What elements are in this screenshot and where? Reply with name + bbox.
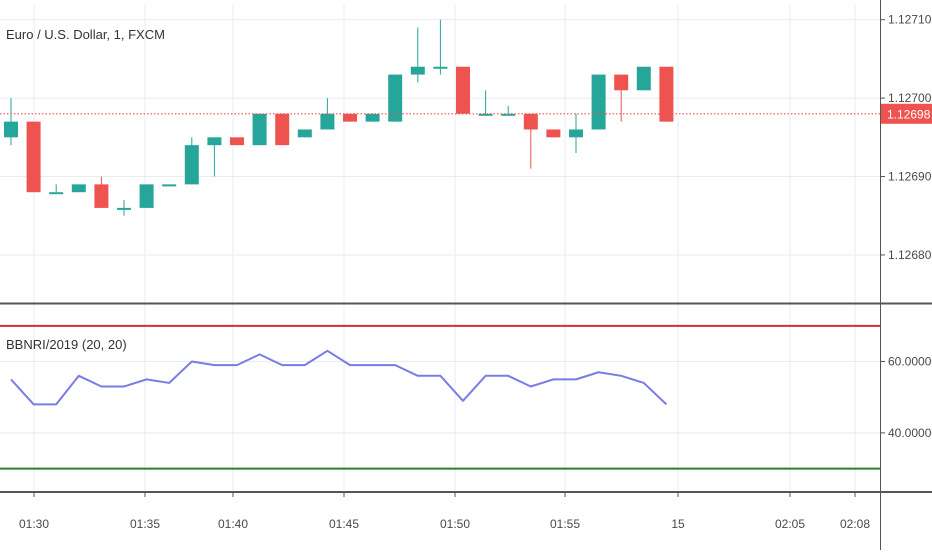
candle-body <box>659 66 674 122</box>
candle-body <box>26 121 41 193</box>
time-tick-label: 15 <box>671 517 685 531</box>
candle-body <box>139 184 154 208</box>
candle-body <box>433 66 448 69</box>
candle-body <box>230 137 244 146</box>
candle-body <box>388 74 403 122</box>
candle-body <box>591 74 606 130</box>
candle-body <box>410 66 425 75</box>
time-tick-label: 01:55 <box>550 517 580 531</box>
candle-body <box>320 113 335 130</box>
candles <box>4 19 674 216</box>
candle-body <box>297 129 312 138</box>
candle-body <box>523 113 538 130</box>
candle-body <box>94 184 109 208</box>
indicator-tick-label: 40.00000 <box>888 426 932 440</box>
candle-body <box>546 129 561 138</box>
candle-body <box>71 184 86 193</box>
time-tick-label: 01:50 <box>440 517 470 531</box>
grid-lines <box>0 4 880 490</box>
price-tick-label: 1.12710 <box>888 13 932 27</box>
time-tick-label: 01:30 <box>19 517 49 531</box>
candle-body <box>49 192 64 195</box>
candle-body <box>501 113 516 116</box>
candle-body <box>614 74 629 91</box>
time-tick-label: 02:05 <box>775 517 805 531</box>
time-tick-label: 02:08 <box>840 517 870 531</box>
time-tick-label: 01:45 <box>329 517 359 531</box>
candle-body <box>456 66 470 114</box>
price-tick-label: 1.12690 <box>888 170 932 184</box>
indicator-line <box>10 349 668 406</box>
candle-body <box>4 121 18 138</box>
price-tick-label: 1.12680 <box>888 248 932 262</box>
indicator-levels <box>0 324 880 470</box>
price-tick-label: 1.12700 <box>888 91 932 105</box>
candle-body <box>343 113 357 122</box>
candle-body <box>636 66 651 91</box>
candle-body <box>162 184 177 187</box>
candle-body <box>184 145 199 185</box>
candle-body <box>207 137 222 146</box>
candle-body <box>569 129 583 138</box>
time-tick-label: 01:40 <box>218 517 248 531</box>
last-price-label: 1.12698 <box>887 107 931 121</box>
candle-body <box>365 113 380 122</box>
time-tick-label: 01:35 <box>130 517 160 531</box>
candle-body <box>117 207 131 210</box>
indicator-title: BBNRI/2019 (20, 20) <box>6 337 127 352</box>
indicator-series <box>10 349 668 406</box>
main-chart-title: Euro / U.S. Dollar, 1, FXCM <box>6 27 165 42</box>
candle-body <box>275 113 290 146</box>
indicator-tick-label: 60.00000 <box>888 355 932 369</box>
candle-body <box>478 113 493 116</box>
price-axis: 1.12710 1.12700 1.12690 1.12680 60.00000 40.0… <box>880 13 932 440</box>
candle-body <box>252 113 267 146</box>
time-axis: 01:30 01:35 01:40 01:45 01:50 01:55 15 02:05 02:… <box>19 492 870 531</box>
last-price-badge <box>881 103 932 124</box>
